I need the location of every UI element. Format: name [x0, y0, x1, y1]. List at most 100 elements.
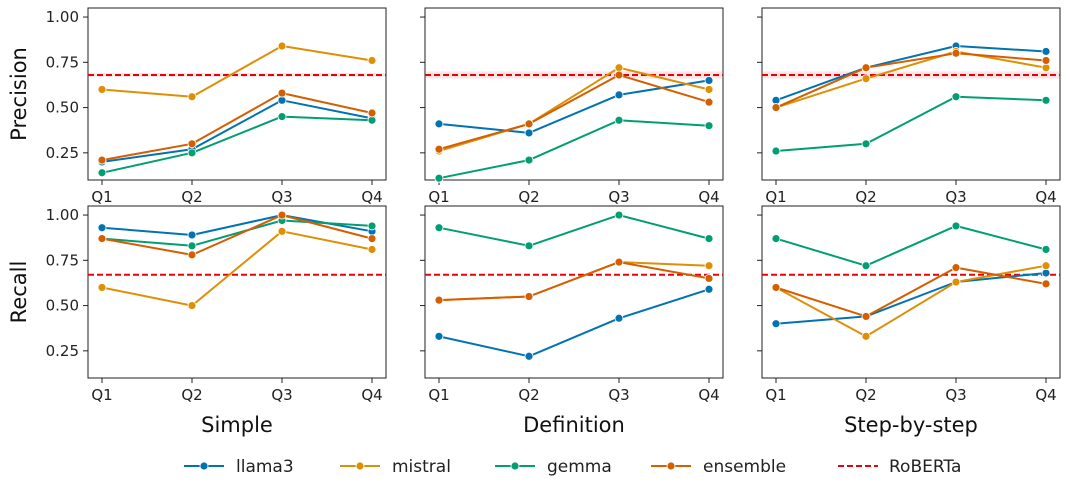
x-tick-label: Q2	[855, 386, 876, 404]
panel-frame	[424, 7, 724, 181]
series-line-mistral	[775, 264, 1047, 338]
y-tick-label: 0.25	[46, 342, 79, 360]
panel-frame	[87, 205, 387, 379]
data-point-mistral	[367, 245, 377, 254]
data-point-llama3	[187, 230, 197, 240]
series-line-mistral	[775, 50, 1047, 109]
legend-swatch-marker	[355, 461, 365, 471]
data-point-gemma	[524, 155, 534, 165]
data-point-mistral	[367, 56, 377, 65]
series-line-llama3	[101, 99, 373, 163]
x-tick-label: Q1	[428, 188, 449, 206]
data-point-ensemble	[277, 88, 287, 98]
series-line-llama3	[438, 288, 710, 358]
x-tick-label: Q1	[91, 386, 112, 404]
y-tick-label: 0.25	[46, 144, 79, 162]
x-tick-label: Q4	[1035, 188, 1056, 206]
data-point-llama3	[1041, 47, 1051, 56]
row-label-precision: Precision	[7, 47, 31, 141]
x-tick-label: Q3	[608, 188, 629, 206]
data-point-ensemble	[771, 103, 781, 112]
legend-item-mistral: mistral	[340, 457, 451, 477]
data-point-mistral	[187, 92, 197, 102]
data-point-ensemble	[187, 139, 197, 149]
data-point-gemma	[771, 146, 781, 156]
x-tick-label: Q2	[181, 188, 202, 206]
y-tick-label: 1.00	[46, 206, 79, 224]
data-point-gemma	[524, 241, 534, 251]
x-tick-label: Q4	[361, 188, 382, 206]
series-line-llama3	[775, 45, 1047, 102]
series-line-ensemble	[438, 261, 710, 302]
data-point-llama3	[434, 331, 444, 341]
data-point-gemma	[434, 173, 444, 183]
legend-label: mistral	[392, 457, 451, 477]
data-point-ensemble	[704, 274, 714, 283]
data-point-gemma	[614, 210, 624, 220]
legend-label: gemma	[547, 457, 612, 477]
series-line-llama3	[775, 272, 1047, 325]
data-point-ensemble	[97, 234, 107, 243]
column-title-step-by-step: Step-by-step	[844, 413, 978, 437]
legend-item-ensemble: ensemble	[651, 457, 786, 477]
series-line-gemma	[101, 219, 373, 247]
data-point-llama3	[614, 90, 624, 100]
legend-item-gemma: gemma	[495, 457, 612, 477]
x-tick-label: Q4	[361, 386, 382, 404]
x-tick-label: Q2	[855, 188, 876, 206]
x-tick-label: Q3	[271, 188, 292, 206]
legend-label: RoBERTa	[889, 457, 961, 477]
data-point-ensemble	[1041, 56, 1051, 65]
legend-item-llama3: llama3	[184, 457, 294, 477]
labels-layer: Simple Definition Step-by-step Precision Rec…	[7, 47, 978, 437]
x-tick-label: Q3	[945, 386, 966, 404]
data-point-gemma	[97, 168, 107, 178]
x-tick-label: Q1	[91, 188, 112, 206]
series-line-ensemble	[101, 92, 373, 162]
panel-precision-definition: Q1 Q2 Q3 Q4	[420, 7, 724, 206]
data-point-ensemble	[951, 48, 961, 58]
data-point-mistral	[187, 301, 197, 310]
series-line-gemma	[775, 95, 1047, 152]
data-point-ensemble	[951, 263, 961, 272]
x-tick-label: Q3	[945, 188, 966, 206]
data-point-ensemble	[524, 119, 534, 129]
panel-frame	[87, 7, 387, 181]
data-point-gemma	[771, 234, 781, 243]
x-tick-label: Q4	[1035, 386, 1056, 404]
x-tick-label: Q2	[181, 386, 202, 404]
legend-swatch-marker	[199, 461, 209, 471]
column-title-definition: Definition	[523, 413, 625, 437]
data-point-ensemble	[367, 234, 377, 243]
data-point-mistral	[1041, 261, 1051, 271]
x-tick-label: Q1	[765, 386, 786, 404]
series-line-mistral	[101, 230, 373, 307]
data-point-llama3	[704, 284, 714, 294]
series-line-ensemble	[775, 52, 1047, 109]
data-point-gemma	[861, 139, 871, 149]
data-point-llama3	[704, 76, 714, 85]
data-point-llama3	[614, 313, 624, 323]
x-tick-label: Q4	[698, 188, 719, 206]
data-point-mistral	[97, 85, 107, 94]
data-point-gemma	[614, 115, 624, 125]
panel-frame	[761, 7, 1061, 181]
data-point-llama3	[97, 223, 107, 233]
data-point-ensemble	[524, 292, 534, 301]
y-tick-label: 0.50	[46, 297, 79, 315]
data-point-ensemble	[1041, 279, 1051, 289]
data-point-mistral	[704, 261, 714, 271]
legend-label: ensemble	[703, 457, 786, 477]
series-line-mistral	[101, 45, 373, 98]
panel-precision-simple: 0.25 0.50 0.75 1.00 Q1 Q2 Q3 Q4	[46, 7, 387, 206]
legend: llama3 mistral gemma ensemble RoBERTa	[184, 457, 961, 477]
data-point-llama3	[277, 95, 287, 105]
data-point-gemma	[951, 221, 961, 231]
data-point-ensemble	[187, 250, 197, 260]
series-line-gemma	[438, 119, 710, 180]
data-point-gemma	[1041, 95, 1051, 105]
series-line-gemma	[438, 214, 710, 247]
data-point-gemma	[704, 121, 714, 131]
panel-frame	[424, 205, 724, 379]
